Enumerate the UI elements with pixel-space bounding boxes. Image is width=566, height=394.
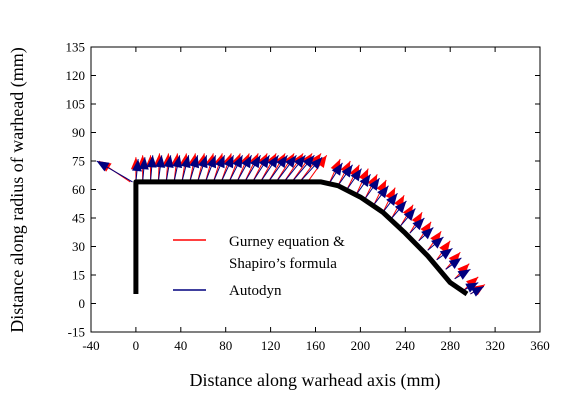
x-tick-label: 320 — [485, 338, 505, 353]
autodyn-vector — [205, 155, 217, 183]
y-tick-label: 30 — [72, 239, 85, 254]
legend-label-gurney: Gurney equation & — [229, 234, 345, 250]
autodyn-vector — [454, 268, 471, 280]
autodyn-vector — [445, 257, 462, 270]
autodyn-vector — [299, 156, 323, 183]
x-tick-label: -40 — [82, 338, 99, 353]
autodyn-vector — [355, 174, 371, 196]
autodyn-vector — [172, 155, 183, 183]
autodyn-vector — [337, 164, 353, 186]
x-tick-label: 160 — [306, 338, 326, 353]
x-tick-label: 0 — [133, 338, 140, 353]
autodyn-vector — [197, 155, 208, 183]
vectors-layer — [96, 153, 486, 297]
y-tick-label: 0 — [79, 296, 86, 311]
x-tick-label: 200 — [351, 338, 371, 353]
autodyn-vector — [146, 155, 157, 182]
autodyn-vector — [163, 155, 174, 182]
autodyn-vector — [470, 285, 485, 297]
y-tick-label: 135 — [66, 40, 86, 55]
legend-label-gurney-line2: Shapiro’s formula — [229, 256, 337, 272]
x-tick-label: 120 — [261, 338, 281, 353]
autodyn-vector — [267, 155, 288, 183]
autodyn-vector — [283, 154, 306, 183]
y-tick-label: 120 — [66, 68, 86, 83]
autodyn-vector — [228, 155, 243, 183]
y-tick-label: -15 — [68, 325, 85, 340]
x-tick-label: 40 — [174, 338, 187, 353]
autodyn-vector — [189, 155, 200, 183]
autodyn-vector — [138, 157, 149, 182]
y-tick-label: 45 — [72, 211, 85, 226]
autodyn-vector — [418, 227, 434, 242]
autodyn-vector — [382, 192, 398, 213]
autodyn-vector — [236, 155, 252, 183]
autodyn-vector — [291, 154, 315, 183]
autodyn-vector — [427, 236, 444, 251]
autodyn-vector — [96, 160, 133, 183]
legend-label-autodyn: Autodyn — [229, 283, 282, 299]
autodyn-vector — [252, 155, 270, 183]
autodyn-vector — [409, 217, 425, 234]
autodyn-vector — [328, 162, 343, 185]
y-tick-label: 60 — [72, 182, 85, 197]
warhead-profile — [133, 179, 469, 297]
autodyn-vector — [155, 155, 166, 182]
autodyn-vector — [391, 200, 407, 219]
autodyn-vector — [212, 155, 226, 183]
y-tick-label: 105 — [66, 97, 86, 112]
autodyn-vector — [364, 177, 380, 200]
y-tick-label: 15 — [72, 268, 85, 283]
autodyn-vector — [260, 155, 279, 183]
warhead-profile-layer — [133, 179, 469, 297]
x-tick-label: 280 — [440, 338, 460, 353]
y-tick-label: 90 — [72, 125, 85, 140]
x-tick-label: 360 — [530, 338, 550, 353]
autodyn-vector — [463, 282, 479, 293]
autodyn-vector — [244, 155, 261, 183]
autodyn-vector — [373, 185, 389, 206]
autodyn-vector — [400, 208, 416, 226]
y-tick-label: 75 — [72, 154, 85, 169]
x-tick-label: 240 — [396, 338, 416, 353]
x-axis-label: Distance along warhead axis (mm) — [190, 370, 441, 391]
x-tick-label: 80 — [219, 338, 232, 353]
autodyn-vector — [220, 155, 235, 183]
ticks-layer: -40 0 40 80 120 160 200 240 280 320 360 -15 0 15 30 45 6… — [66, 40, 550, 354]
autodyn-vector — [180, 155, 191, 183]
autodyn-vector — [275, 154, 297, 183]
autodyn-vector — [436, 247, 453, 261]
autodyn-vector — [346, 168, 362, 190]
legend: Gurney equation & Shapiro’s formula Auto… — [173, 234, 345, 299]
y-axis-label: Distance along radius of warhead (mm) — [7, 47, 28, 332]
